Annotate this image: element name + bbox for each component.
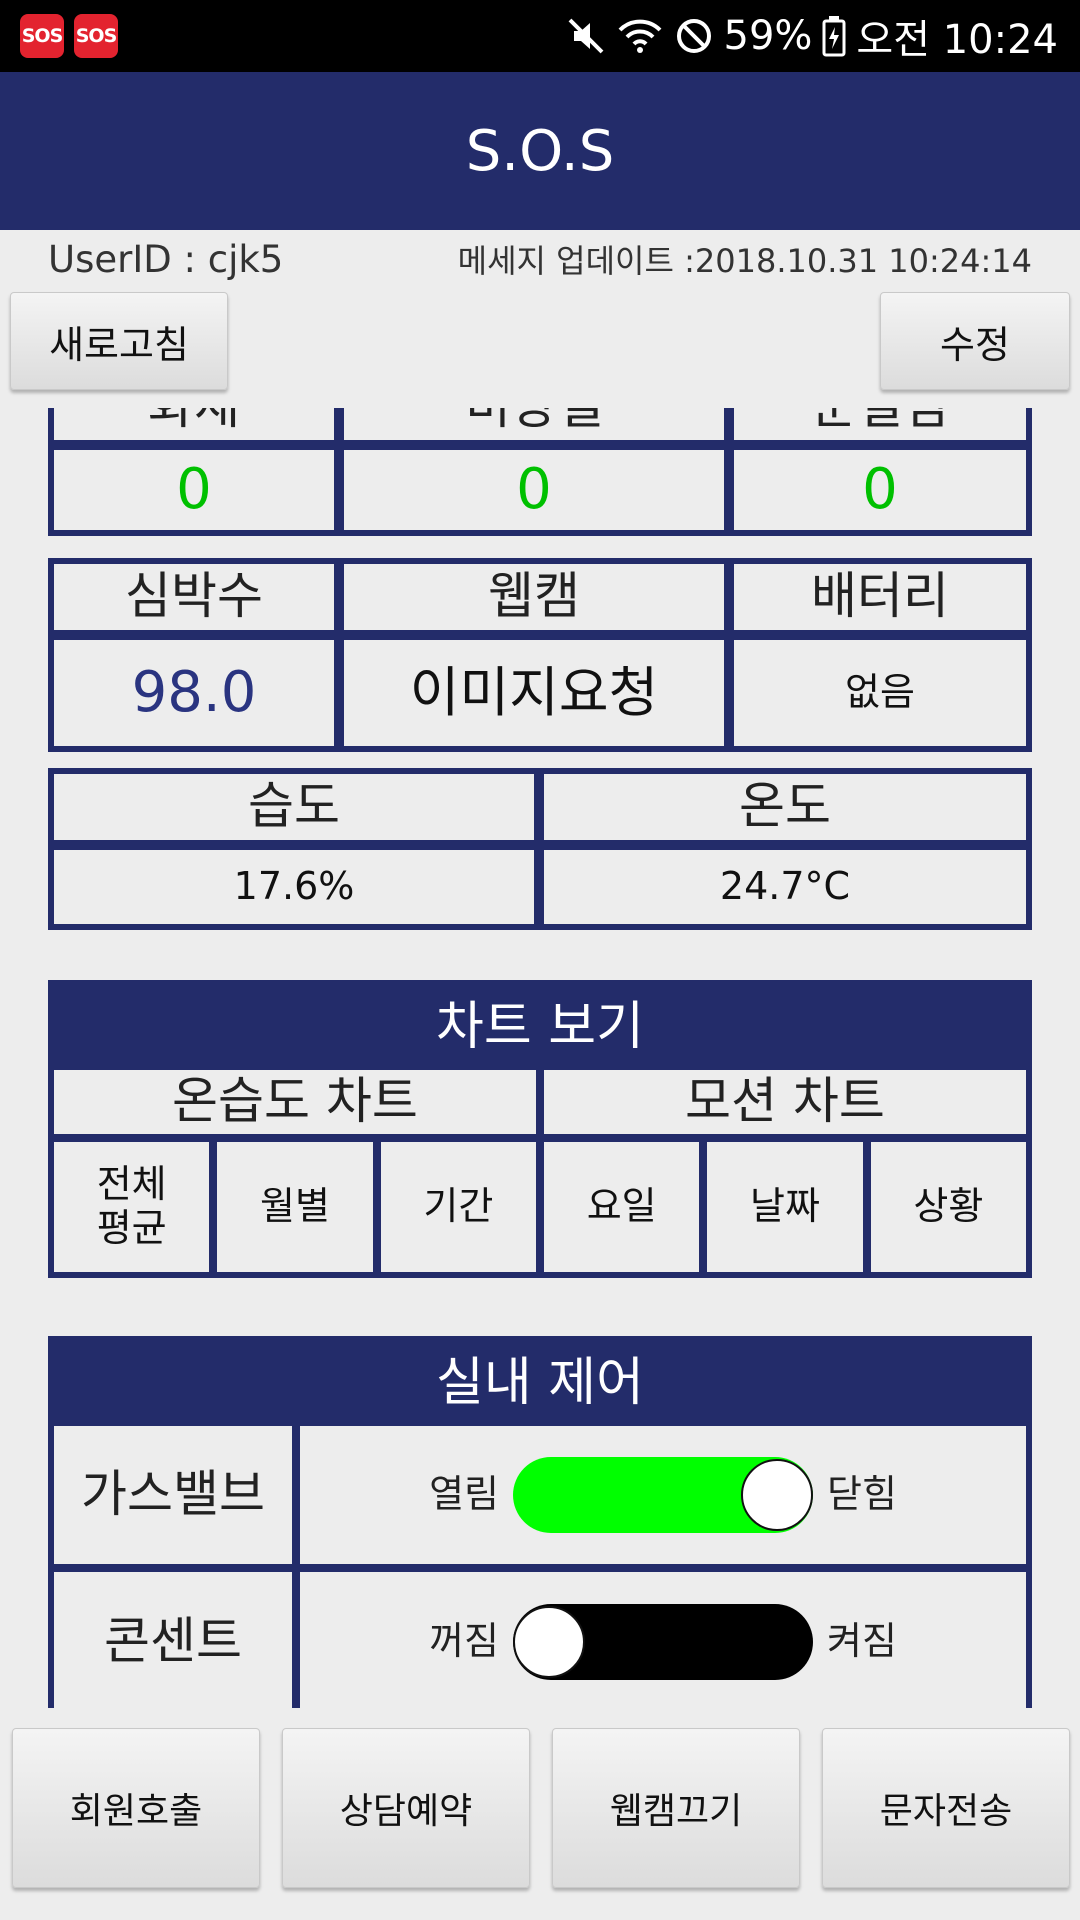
emergency-sensor-grid: 화재 비상벨 문열림 0 0 0 xyxy=(48,408,1032,536)
battery-value: 없음 xyxy=(734,640,1026,746)
weekday-button[interactable]: 요일 xyxy=(543,1142,700,1272)
outlet-control: 꺼짐 켜짐 xyxy=(300,1572,1026,1708)
fire-value: 0 xyxy=(54,450,334,530)
switch-knob xyxy=(741,1459,813,1531)
battery-percent: 59% xyxy=(723,13,813,59)
emergency-bell-value: 0 xyxy=(344,450,724,530)
heart-rate-value: 98.0 xyxy=(54,640,334,746)
gas-valve-label: 가스밸브 xyxy=(54,1426,292,1564)
fire-header: 화재 xyxy=(54,408,334,440)
temperature-header: 온도 xyxy=(544,774,1026,840)
indoor-control-panel: 실내 제어 가스밸브 열림 닫힘 콘센트 꺼짐 켜짐 xyxy=(48,1336,1032,1708)
block-icon xyxy=(674,16,714,56)
situation-button[interactable]: 상황 xyxy=(870,1142,1026,1272)
mute-icon xyxy=(566,16,606,56)
switch-knob xyxy=(513,1606,585,1678)
period-button[interactable]: 기간 xyxy=(380,1142,536,1272)
call-member-button[interactable]: 회원호출 xyxy=(12,1728,260,1888)
outlet-switch[interactable] xyxy=(513,1604,813,1680)
chart-view-title: 차트 보기 xyxy=(54,980,1026,1062)
door-open-header: 문열림 xyxy=(734,408,1026,440)
status-bar: SOS SOS 59% 오전 10:24 xyxy=(0,0,1080,72)
outlet-off-label: 꺼짐 xyxy=(429,1619,499,1664)
gas-valve-switch[interactable] xyxy=(513,1457,813,1533)
sos-app-badge: SOS xyxy=(20,14,64,58)
gas-open-label: 열림 xyxy=(429,1472,499,1517)
app-title: S.O.S xyxy=(465,118,615,184)
consult-reservation-button[interactable]: 상담예약 xyxy=(282,1728,530,1888)
content-scroll-area[interactable]: 화재 비상벨 문열림 0 0 0 심박수 웹캠 배터리 98.0 이미지요청 없… xyxy=(0,408,1080,1708)
send-sms-button[interactable]: 문자전송 xyxy=(822,1728,1070,1888)
clock: 오전 10:24 xyxy=(856,17,1058,63)
motion-chart-header: 모션 차트 xyxy=(543,1070,1026,1134)
outlet-label: 콘센트 xyxy=(54,1572,292,1708)
indoor-control-title: 실내 제어 xyxy=(54,1336,1026,1418)
door-open-value: 0 xyxy=(734,450,1026,530)
vital-sensor-grid: 심박수 웹캠 배터리 98.0 이미지요청 없음 xyxy=(48,558,1032,752)
sos-app-badge: SOS xyxy=(74,14,118,58)
overall-average-button[interactable]: 전체 평균 xyxy=(54,1142,210,1272)
gas-closed-label: 닫힘 xyxy=(827,1472,897,1517)
webcam-off-button[interactable]: 웹캠끄기 xyxy=(552,1728,800,1888)
refresh-button[interactable]: 새로고침 xyxy=(10,292,228,390)
monthly-button[interactable]: 월별 xyxy=(217,1142,373,1272)
chart-view-panel: 차트 보기 온습도 차트 모션 차트 전체 평균 월별 기간 요일 날짜 상황 xyxy=(48,980,1032,1278)
webcam-request-button[interactable]: 이미지요청 xyxy=(344,640,724,746)
message-update-label: 메세지 업데이트 :2018.10.31 10:24:14 xyxy=(457,242,1032,280)
battery-header: 배터리 xyxy=(734,564,1026,630)
temp-humidity-chart-header: 온습도 차트 xyxy=(54,1070,536,1134)
environment-sensor-grid: 습도 온도 17.6% 24.7°C xyxy=(48,768,1032,930)
wifi-icon xyxy=(616,16,664,56)
edit-button[interactable]: 수정 xyxy=(880,292,1070,390)
gas-valve-control: 열림 닫힘 xyxy=(300,1426,1026,1564)
humidity-value: 17.6% xyxy=(54,850,534,924)
heart-rate-header: 심박수 xyxy=(54,564,334,630)
emergency-bell-header: 비상벨 xyxy=(344,408,724,440)
user-id-label: UserID : cjk5 xyxy=(48,238,284,281)
outlet-on-label: 켜짐 xyxy=(827,1619,897,1664)
app-title-bar: S.O.S xyxy=(0,72,1080,230)
webcam-header: 웹캠 xyxy=(344,564,724,630)
battery-icon xyxy=(822,15,846,57)
temperature-value: 24.7°C xyxy=(544,850,1026,924)
date-button[interactable]: 날짜 xyxy=(707,1142,863,1272)
humidity-header: 습도 xyxy=(54,774,534,840)
